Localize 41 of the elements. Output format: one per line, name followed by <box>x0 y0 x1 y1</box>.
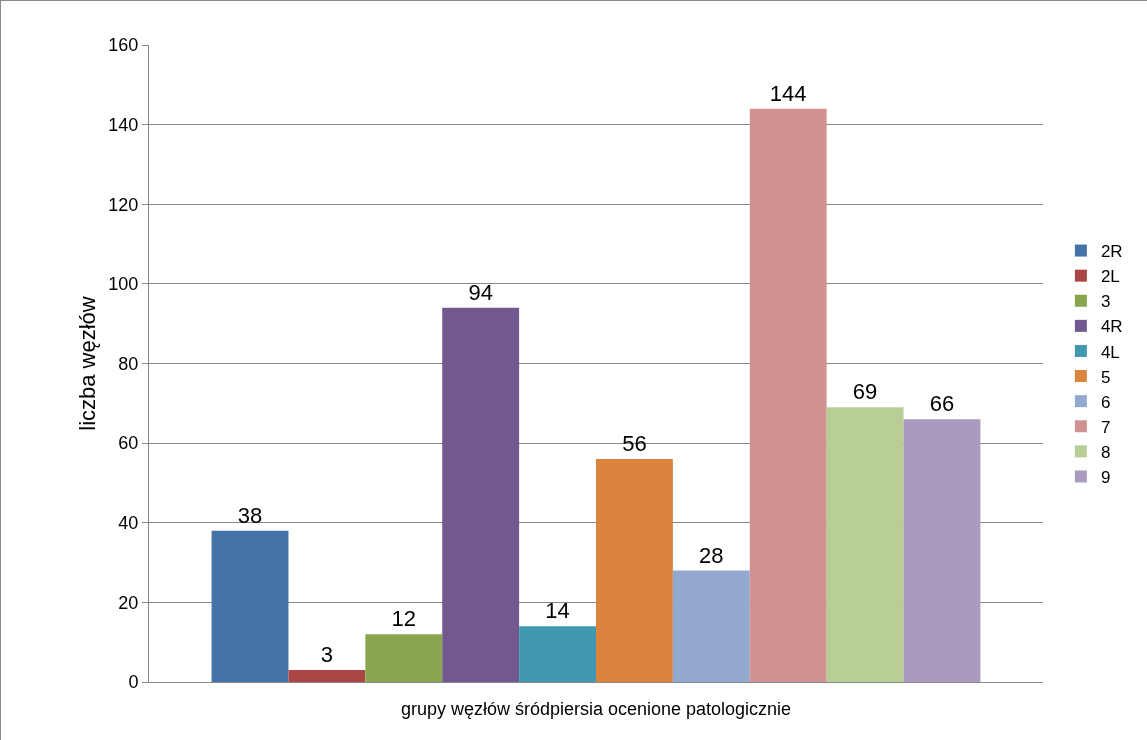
data-label: 94 <box>468 279 493 305</box>
y-tick-label: 100 <box>108 274 139 295</box>
legend-label: 8 <box>1100 442 1111 462</box>
legend-label: 3 <box>1100 292 1111 312</box>
x-axis-title: grupy węzłów śródpiersia ocenione patologicznie <box>400 698 792 719</box>
data-label: 38 <box>237 502 263 528</box>
legend-label: 4R <box>1100 317 1123 337</box>
bar <box>442 307 520 682</box>
legend-label: 9 <box>1100 468 1111 488</box>
bar <box>749 108 827 682</box>
data-label: 14 <box>545 598 570 624</box>
y-tick-label: 140 <box>108 114 139 135</box>
y-tick-label: 80 <box>118 353 139 374</box>
bar <box>365 634 443 682</box>
legend-label: 2R <box>1100 242 1123 262</box>
bar <box>211 530 289 682</box>
legend-label: 2L <box>1100 267 1120 287</box>
legend-label: 4L <box>1100 342 1120 362</box>
data-label: 28 <box>699 542 724 568</box>
y-tick-label: 0 <box>128 672 139 693</box>
legend-label: 7 <box>1100 417 1111 437</box>
y-tick-label: 20 <box>118 592 139 613</box>
y-tick-label: 120 <box>108 194 139 215</box>
data-label: 69 <box>852 379 878 405</box>
legend-label: 6 <box>1100 392 1111 412</box>
bar <box>826 407 904 682</box>
data-label: 66 <box>929 391 955 417</box>
bar <box>519 626 596 682</box>
data-label: 144 <box>769 80 807 106</box>
legend-label: 5 <box>1100 367 1111 387</box>
y-tick-label: 160 <box>108 35 139 56</box>
bar <box>903 419 981 682</box>
data-label: 3 <box>320 642 334 668</box>
data-label: 12 <box>391 606 417 632</box>
y-tick-label: 40 <box>118 513 139 534</box>
y-tick-label: 60 <box>118 433 139 454</box>
y-axis-title: liczba węzłów <box>75 296 100 431</box>
bar <box>672 570 750 682</box>
data-label: 56 <box>622 431 647 457</box>
bar <box>596 459 673 682</box>
bar <box>288 670 366 682</box>
